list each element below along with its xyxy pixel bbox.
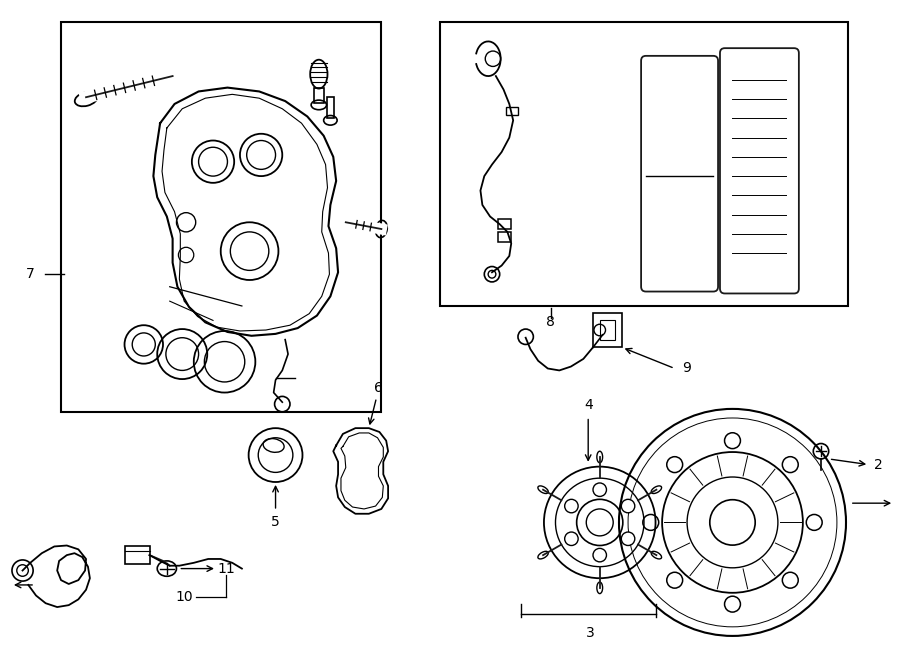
Text: 6: 6 bbox=[374, 381, 382, 395]
Text: 8: 8 bbox=[546, 315, 555, 329]
Text: 9: 9 bbox=[682, 362, 691, 375]
Circle shape bbox=[593, 549, 607, 562]
Text: 7: 7 bbox=[26, 267, 34, 281]
Circle shape bbox=[621, 499, 634, 513]
Bar bbox=[498, 219, 511, 229]
Text: 11: 11 bbox=[218, 562, 236, 576]
Text: 10: 10 bbox=[176, 590, 193, 604]
Bar bbox=[599, 321, 615, 340]
Circle shape bbox=[593, 483, 607, 496]
Bar bbox=[61, 22, 382, 412]
Text: 2: 2 bbox=[874, 457, 883, 472]
Text: 5: 5 bbox=[271, 516, 280, 529]
Bar bbox=[507, 107, 518, 114]
Circle shape bbox=[564, 499, 578, 513]
Bar bbox=[440, 22, 848, 306]
Text: 4: 4 bbox=[584, 398, 592, 412]
Circle shape bbox=[564, 532, 578, 545]
Text: 3: 3 bbox=[586, 626, 595, 640]
Bar bbox=[327, 97, 334, 118]
Bar bbox=[498, 232, 511, 241]
Circle shape bbox=[621, 532, 634, 545]
Bar bbox=[593, 313, 622, 347]
Bar bbox=[314, 88, 324, 103]
Bar bbox=[124, 547, 149, 564]
